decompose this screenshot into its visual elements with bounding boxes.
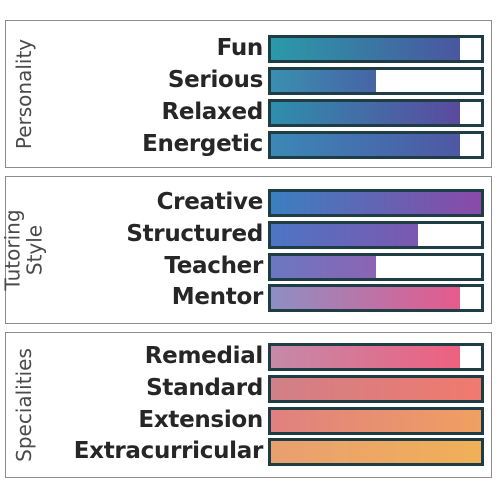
attribute-row-serious: Serious xyxy=(42,65,491,95)
section-title-line: Specialities xyxy=(12,348,36,462)
rating-bar-fill xyxy=(271,70,376,92)
section-title-line: Tutoring xyxy=(1,209,25,291)
rating-bar-fill xyxy=(271,192,481,214)
attribute-row-teacher: Teacher xyxy=(42,251,491,281)
attribute-row-extracurricular: Extracurricular xyxy=(42,436,491,466)
rating-bar xyxy=(268,343,484,371)
rating-bar-fill xyxy=(271,38,460,60)
rating-bar-fill xyxy=(271,441,481,463)
attribute-label: Mentor xyxy=(171,284,264,310)
personality-panel: Personality Fun Serious Relaxed Energeti… xyxy=(5,20,492,168)
attribute-label: Creative xyxy=(156,189,264,215)
rating-bar-fill xyxy=(271,378,481,400)
rating-bar xyxy=(268,221,484,249)
attribute-row-remedial: Remedial xyxy=(42,341,491,371)
attribute-row-fun: Fun xyxy=(42,33,491,63)
attribute-label: Extension xyxy=(138,407,263,433)
attribute-label: Fun xyxy=(216,35,264,61)
attribute-label: Teacher xyxy=(164,253,263,279)
rating-bar xyxy=(268,253,484,281)
attribute-row-structured: Structured xyxy=(42,219,491,249)
attribute-row-creative: Creative xyxy=(42,187,491,217)
attribute-label: Energetic xyxy=(142,131,263,157)
rating-bar xyxy=(268,189,484,217)
rating-bar xyxy=(268,375,484,403)
section-title-line: Personality xyxy=(12,38,37,150)
attribute-rows: Fun Serious Relaxed Energetic xyxy=(42,21,491,167)
rating-bar-fill xyxy=(271,346,460,368)
attribute-label: Structured xyxy=(126,221,263,247)
section-title: Specialities xyxy=(6,333,42,477)
attribute-row-standard: Standard xyxy=(42,373,491,403)
rating-bar xyxy=(268,131,484,159)
rating-bar-fill xyxy=(271,134,460,156)
rating-bar-fill xyxy=(271,287,460,309)
rating-bar xyxy=(268,407,484,435)
rating-bar xyxy=(268,35,484,63)
attribute-label: Extracurricular xyxy=(73,438,264,464)
section-title: Tutoring Style xyxy=(1,177,47,323)
attribute-row-energetic: Energetic xyxy=(42,129,491,159)
attribute-rows: Remedial Standard Extension Extracurricu… xyxy=(42,333,491,477)
section-title: Personality xyxy=(6,21,42,167)
rating-bar xyxy=(268,284,484,312)
rating-bar xyxy=(268,99,484,127)
attribute-row-mentor: Mentor xyxy=(42,282,491,312)
attribute-label: Standard xyxy=(146,375,263,401)
attribute-rows: Creative Structured Teacher Mentor xyxy=(42,177,491,323)
attribute-label: Remedial xyxy=(144,343,264,369)
rating-bar-fill xyxy=(271,102,460,124)
rating-bar-fill xyxy=(271,224,418,246)
attribute-row-relaxed: Relaxed xyxy=(42,97,491,127)
rating-bar xyxy=(268,438,484,466)
attribute-label: Serious xyxy=(167,67,263,93)
rating-bar-fill xyxy=(271,410,481,432)
specialities-panel: Specialities Remedial Standard Extension… xyxy=(5,332,492,478)
attribute-label: Relaxed xyxy=(161,99,263,125)
tutoring-style-panel: Tutoring Style Creative Structured Teach… xyxy=(1,176,492,324)
attribute-row-extension: Extension xyxy=(42,405,491,435)
rating-bar-fill xyxy=(271,256,376,278)
rating-bar xyxy=(268,67,484,95)
